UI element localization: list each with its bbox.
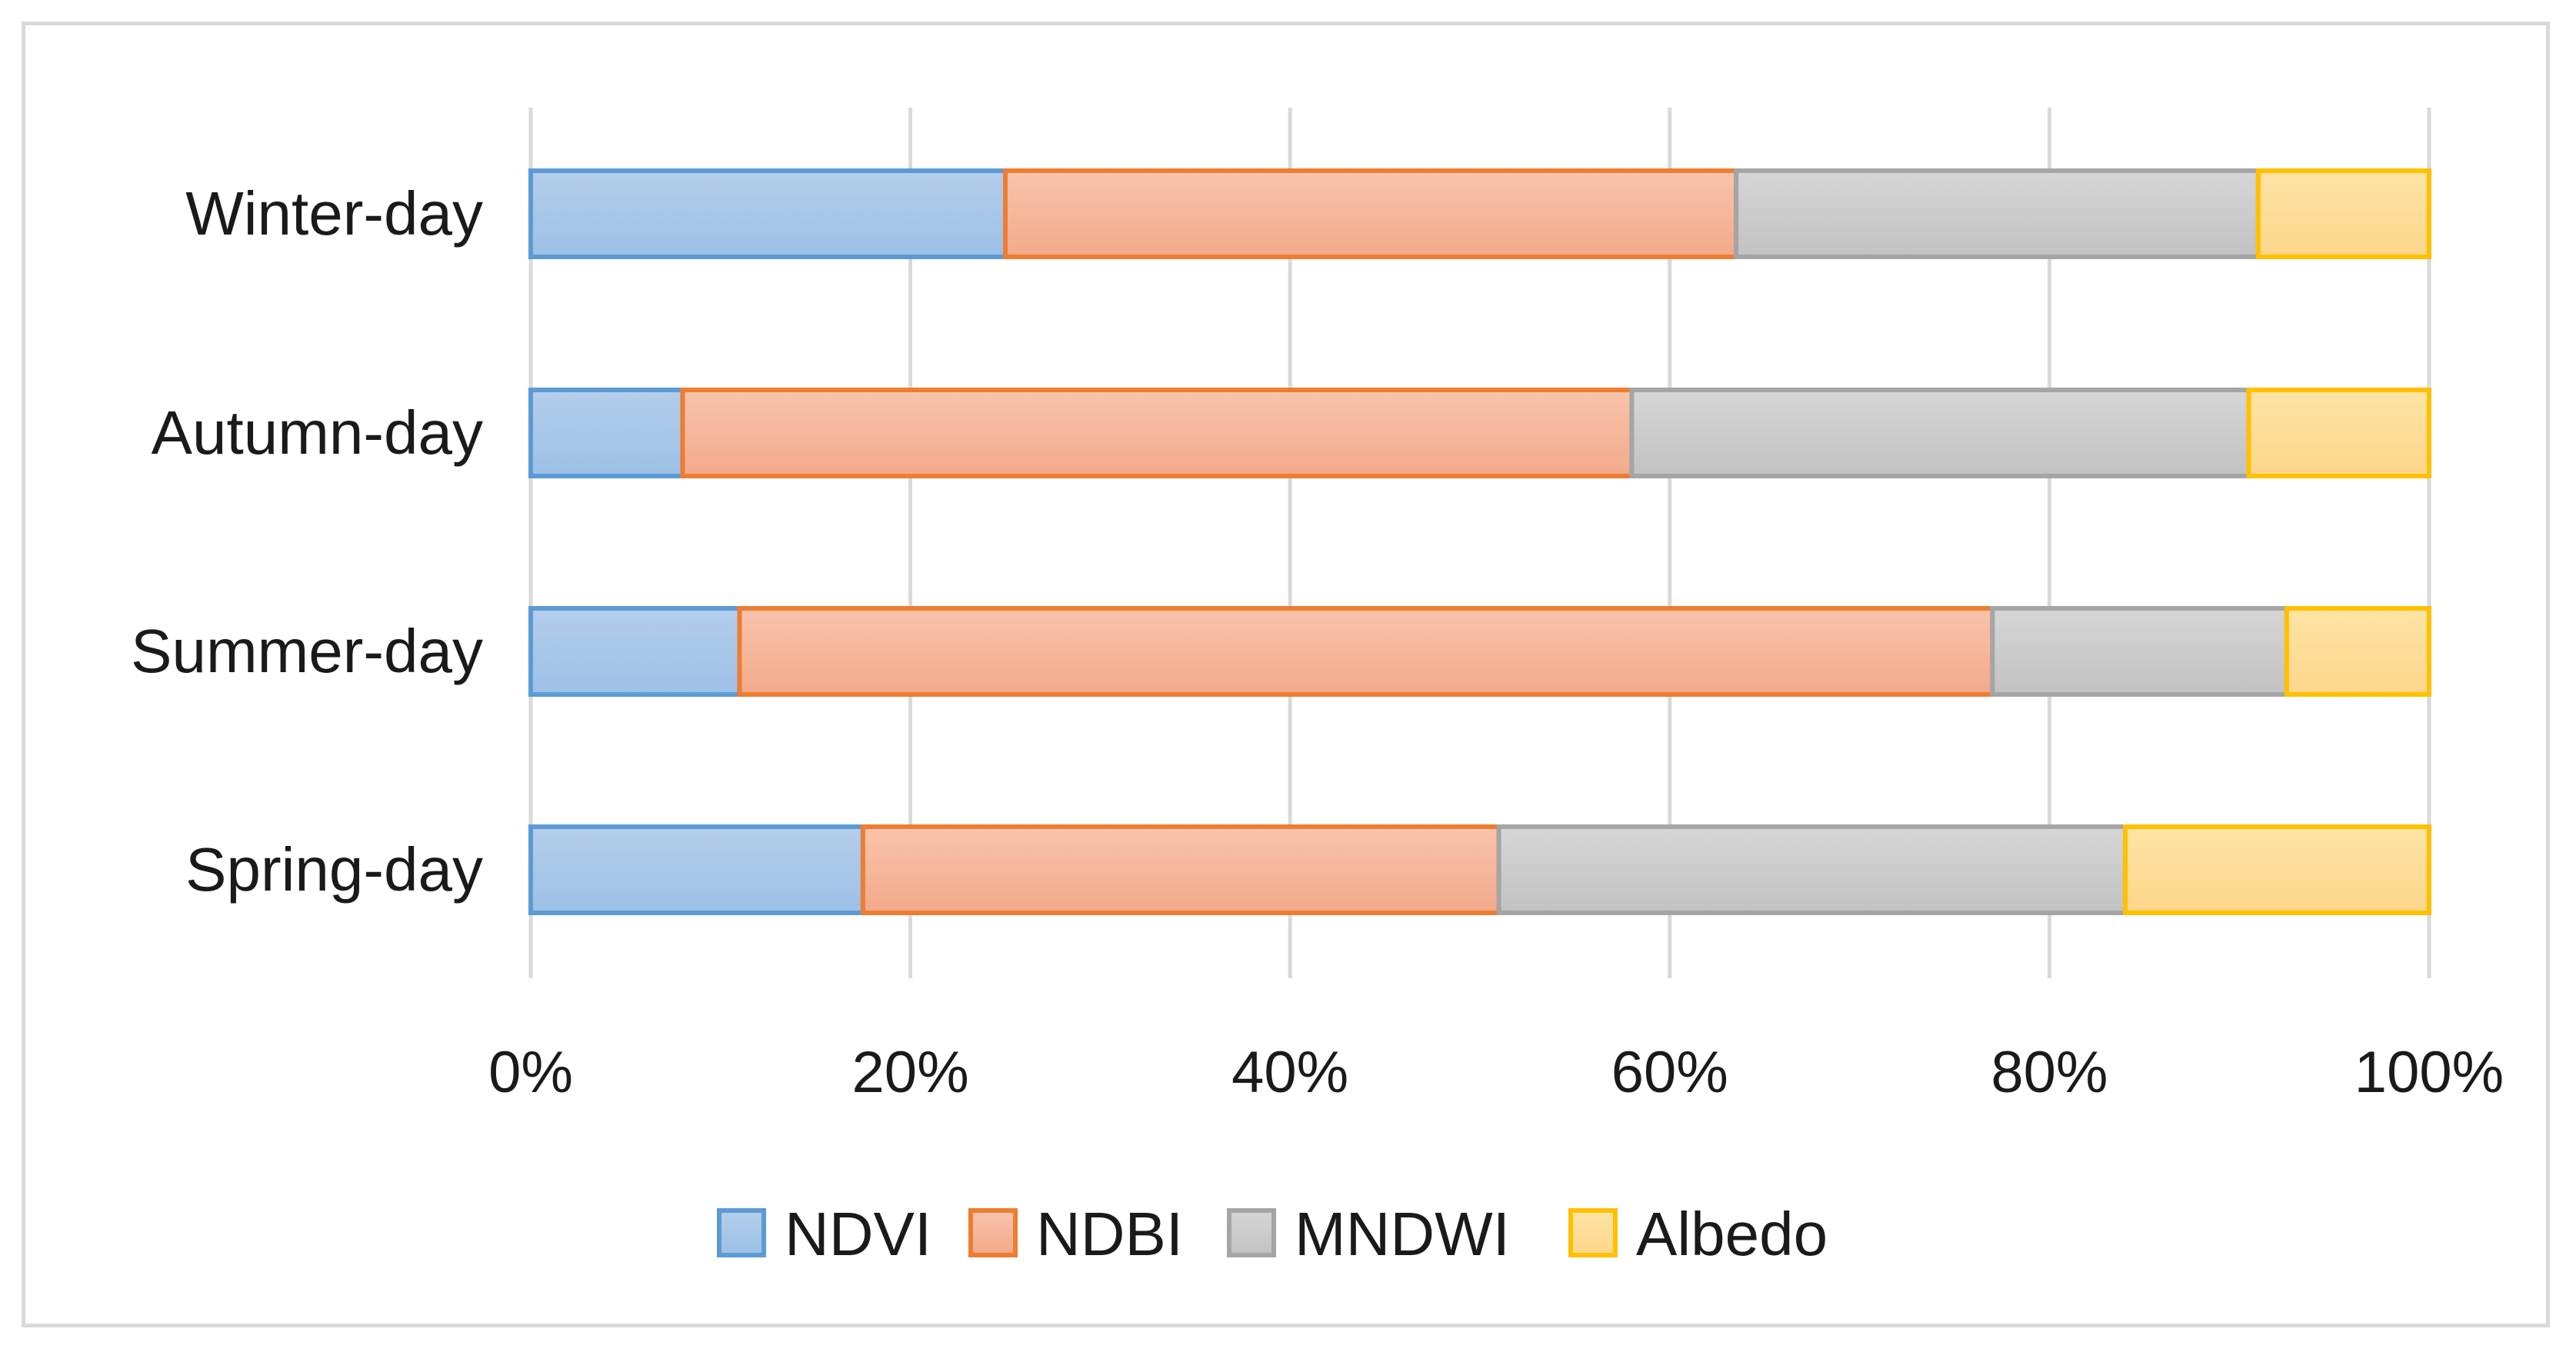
x-tick-label: 100%	[2354, 1040, 2504, 1105]
bar-mndwi-autumn-day	[1629, 388, 2251, 478]
x-tick-label: 60%	[1611, 1040, 1728, 1105]
bar-ndbi-winter-day	[1003, 168, 1739, 259]
x-tick-label: 80%	[1991, 1040, 2108, 1105]
bar-ndvi-spring-day	[528, 824, 865, 915]
legend-label-ndbi: NDBI	[1036, 1200, 1183, 1268]
legend-label-mndwi: MNDWI	[1295, 1200, 1510, 1268]
bar-ndvi-autumn-day	[528, 388, 685, 478]
bar-albedo-winter-day	[2255, 168, 2431, 259]
bar-ndbi-spring-day	[860, 824, 1501, 915]
x-tick-label: 0%	[488, 1040, 573, 1105]
legend-swatch-ndbi	[968, 1208, 1018, 1257]
bar-mndwi-winter-day	[1734, 168, 2261, 259]
legend-swatch-albedo	[1568, 1208, 1618, 1257]
bar-albedo-spring-day	[2123, 824, 2432, 915]
bar-mndwi-summer-day	[1990, 606, 2289, 697]
legend-swatch-ndvi	[717, 1208, 766, 1257]
category-label: Summer-day	[131, 617, 483, 685]
legend: NDVI NDBI MNDWI Albedo	[717, 1200, 1828, 1268]
legend-swatch-mndwi	[1227, 1208, 1276, 1257]
legend-label-ndvi: NDVI	[785, 1200, 931, 1268]
bar-albedo-autumn-day	[2246, 388, 2432, 478]
bar-ndvi-winter-day	[528, 168, 1008, 259]
x-tick-label: 40%	[1231, 1040, 1348, 1105]
x-tick-label: 20%	[852, 1040, 969, 1105]
bar-ndbi-autumn-day	[680, 388, 1635, 478]
legend-label-albedo: Albedo	[1636, 1200, 1828, 1268]
category-label: Autumn-day	[152, 398, 483, 467]
bar-ndbi-summer-day	[737, 606, 1995, 697]
category-labels: Winter-day Autumn-day Summer-day Spring-day	[131, 179, 483, 904]
bar-mndwi-spring-day	[1496, 824, 2128, 915]
bar-albedo-summer-day	[2284, 606, 2431, 697]
x-tick-labels: 0% 20% 40% 60% 80% 100%	[488, 1040, 2504, 1105]
bars	[528, 168, 2432, 915]
category-label: Winter-day	[185, 179, 483, 248]
bar-ndvi-summer-day	[528, 606, 742, 697]
category-label: Spring-day	[185, 835, 483, 904]
